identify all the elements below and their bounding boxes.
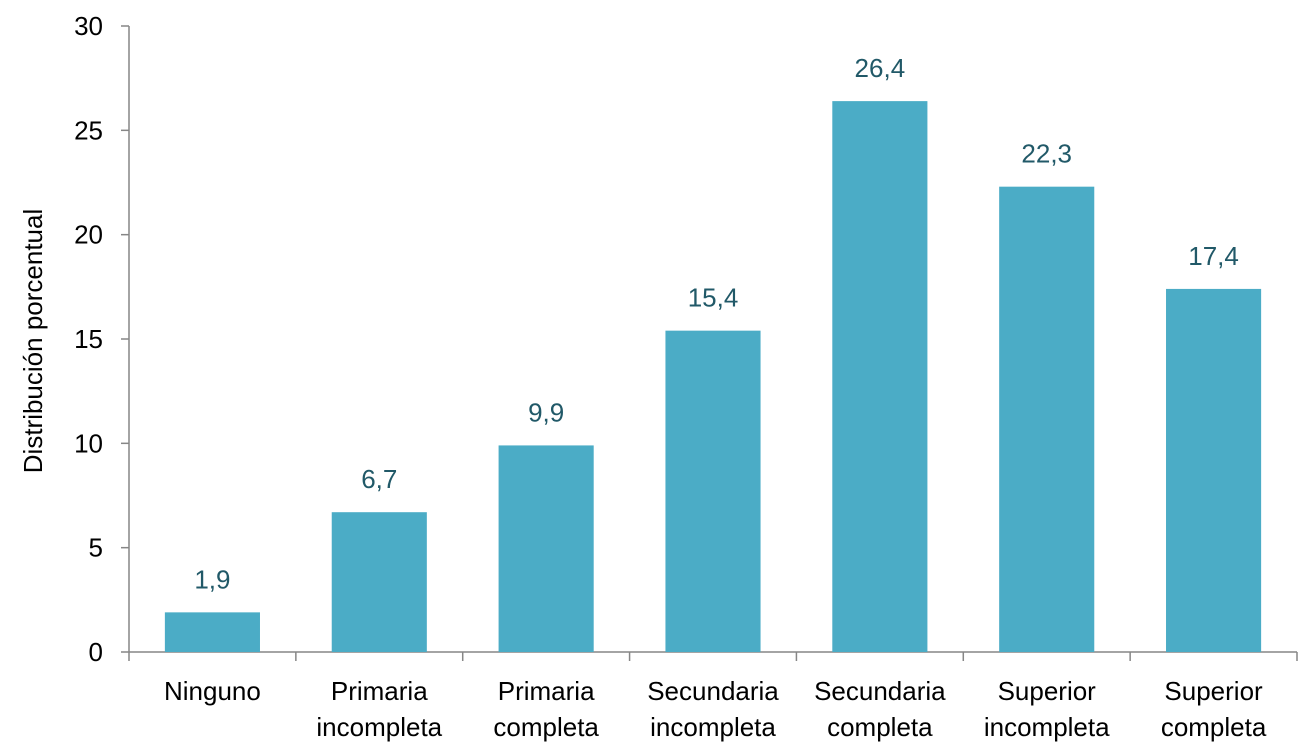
bar [665,330,761,652]
data-label: 22,3 [1021,139,1072,169]
y-axis-label: Distribución porcentual [18,209,48,473]
x-tick-label: Superior completa [1161,676,1267,742]
x-tick-label: Superior incompleta [984,676,1110,742]
bar [1166,288,1262,652]
data-label: 17,4 [1188,241,1239,271]
x-tick-label: Secundaria incompleta [647,676,779,742]
bar [331,512,427,652]
y-tick-label: 20 [74,220,103,250]
x-tick-labels: Ninguno Primaria incompleta Primaria complet… [164,676,1267,742]
y-tick-label: 15 [74,324,103,354]
x-tick-label: Secundaria completa [814,676,946,742]
data-labels: 1,9 6,7 9,9 15,4 26,4 22,3 17,4 [194,53,1239,594]
y-tick-label: 25 [74,115,103,145]
bar [164,612,260,652]
bar [999,186,1095,652]
x-tick-label: Primaria incompleta [316,676,442,742]
y-tick-labels: 0 5 10 15 20 25 30 [74,11,103,667]
y-tick-label: 10 [74,428,103,458]
data-label: 26,4 [855,53,906,83]
y-axis-label-group: Distribución porcentual [18,209,48,473]
bar [498,445,594,652]
axes [121,25,1298,661]
y-tick-label: 30 [74,11,103,41]
data-label: 15,4 [688,283,739,313]
y-tick-label: 0 [89,637,103,667]
data-label: 6,7 [361,464,397,494]
y-tick-label: 5 [89,533,103,563]
bar [832,101,928,653]
x-tick-label: Ninguno [164,676,261,706]
data-label: 1,9 [194,564,230,594]
data-label: 9,9 [528,397,564,427]
x-tick-label: Primaria completa [493,676,599,742]
bars [164,101,1262,653]
